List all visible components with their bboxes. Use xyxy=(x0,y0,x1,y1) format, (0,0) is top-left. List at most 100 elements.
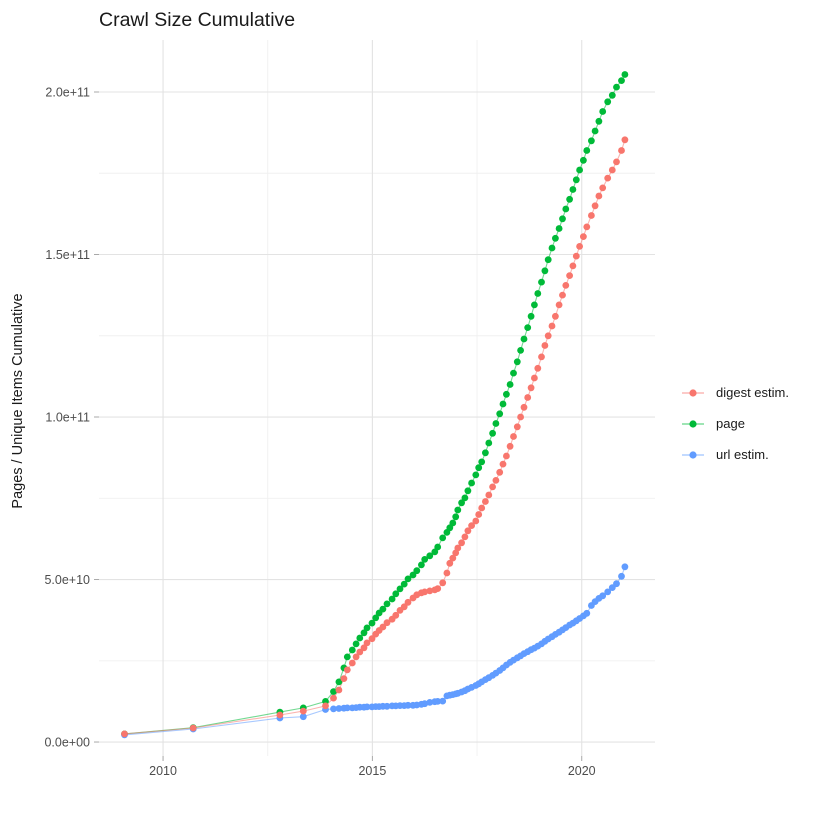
data-point xyxy=(506,381,514,388)
data-point xyxy=(439,579,447,587)
data-point xyxy=(299,707,307,715)
y-tick-label: 2.0e+11 xyxy=(45,86,90,100)
data-point xyxy=(464,487,472,495)
gridlines xyxy=(99,40,655,756)
data-point xyxy=(413,567,421,575)
data-point xyxy=(421,700,429,708)
data-point xyxy=(379,605,387,613)
legend-label: digest estim. xyxy=(716,385,789,400)
x-tick-label: 2015 xyxy=(358,764,386,778)
data-point xyxy=(555,225,563,232)
data-point xyxy=(499,400,507,408)
data-point xyxy=(566,272,573,279)
data-point xyxy=(595,117,603,125)
data-point xyxy=(472,517,480,525)
data-point xyxy=(548,244,556,252)
series-points-url-estim- xyxy=(121,563,629,739)
data-point xyxy=(299,713,307,721)
data-point xyxy=(356,634,364,642)
data-point xyxy=(439,534,447,542)
legend-item-url-estim: url estim. xyxy=(680,439,789,470)
data-point xyxy=(348,659,356,667)
data-point xyxy=(562,282,570,289)
data-point xyxy=(538,278,545,286)
data-point xyxy=(621,136,629,144)
data-point xyxy=(379,623,387,631)
data-point xyxy=(552,312,559,320)
data-point xyxy=(513,358,521,366)
y-tick-label: 1.0e+11 xyxy=(45,411,90,425)
series-points-page xyxy=(121,71,629,738)
data-point xyxy=(418,561,425,569)
data-point xyxy=(368,635,376,643)
data-point xyxy=(468,522,475,529)
data-point xyxy=(513,423,521,431)
data-point xyxy=(434,585,442,592)
data-point xyxy=(555,301,563,309)
data-point xyxy=(541,267,549,275)
data-point xyxy=(588,212,595,219)
data-point xyxy=(580,233,587,241)
x-axis-tick-labels: 2010 2015 2020 xyxy=(149,764,596,778)
data-point xyxy=(517,347,524,354)
data-point xyxy=(534,364,542,372)
data-point xyxy=(431,548,439,556)
data-point xyxy=(588,137,595,145)
data-point xyxy=(608,91,616,99)
data-point xyxy=(621,71,629,78)
data-point xyxy=(335,678,343,686)
data-point xyxy=(599,184,607,192)
data-point xyxy=(583,147,591,154)
data-point xyxy=(621,563,629,571)
data-point xyxy=(392,611,400,619)
data-point xyxy=(446,559,454,567)
data-point xyxy=(368,619,376,627)
data-point xyxy=(613,158,620,166)
legend-key-url-icon xyxy=(682,450,704,459)
data-point xyxy=(552,234,559,242)
data-point xyxy=(475,511,483,518)
data-point xyxy=(496,410,504,418)
data-point xyxy=(400,580,408,588)
data-point xyxy=(356,648,364,656)
data-point xyxy=(531,374,538,382)
data-point xyxy=(458,499,465,507)
data-point xyxy=(499,460,507,468)
data-point xyxy=(591,127,599,135)
data-point xyxy=(572,252,580,260)
data-point xyxy=(360,629,368,637)
data-point xyxy=(434,698,442,705)
data-point xyxy=(531,301,538,309)
data-point xyxy=(348,646,356,654)
data-point xyxy=(472,471,480,479)
data-point xyxy=(489,429,496,437)
data-point xyxy=(527,312,535,320)
data-point xyxy=(618,147,625,154)
data-point xyxy=(608,166,616,174)
data-point xyxy=(461,494,469,502)
data-point xyxy=(276,711,284,719)
data-point xyxy=(506,442,514,450)
data-point xyxy=(520,403,528,411)
data-point xyxy=(595,192,603,200)
data-point xyxy=(599,592,607,600)
legend-item-page: page xyxy=(680,408,789,439)
data-point xyxy=(400,603,408,611)
data-point xyxy=(478,458,486,466)
data-point xyxy=(330,694,337,702)
series-line-digest-estim- xyxy=(124,139,626,735)
data-point xyxy=(599,108,607,115)
legend-label: page xyxy=(716,416,745,431)
data-point xyxy=(566,195,573,203)
data-point xyxy=(583,223,591,231)
data-point xyxy=(492,477,500,484)
data-point xyxy=(461,533,469,541)
data-point xyxy=(388,595,396,603)
data-point xyxy=(580,156,587,164)
series-points-digest-estim- xyxy=(121,136,629,738)
data-series-layer xyxy=(121,71,629,739)
data-point xyxy=(510,369,517,377)
data-point xyxy=(454,544,462,552)
data-point xyxy=(576,243,583,250)
